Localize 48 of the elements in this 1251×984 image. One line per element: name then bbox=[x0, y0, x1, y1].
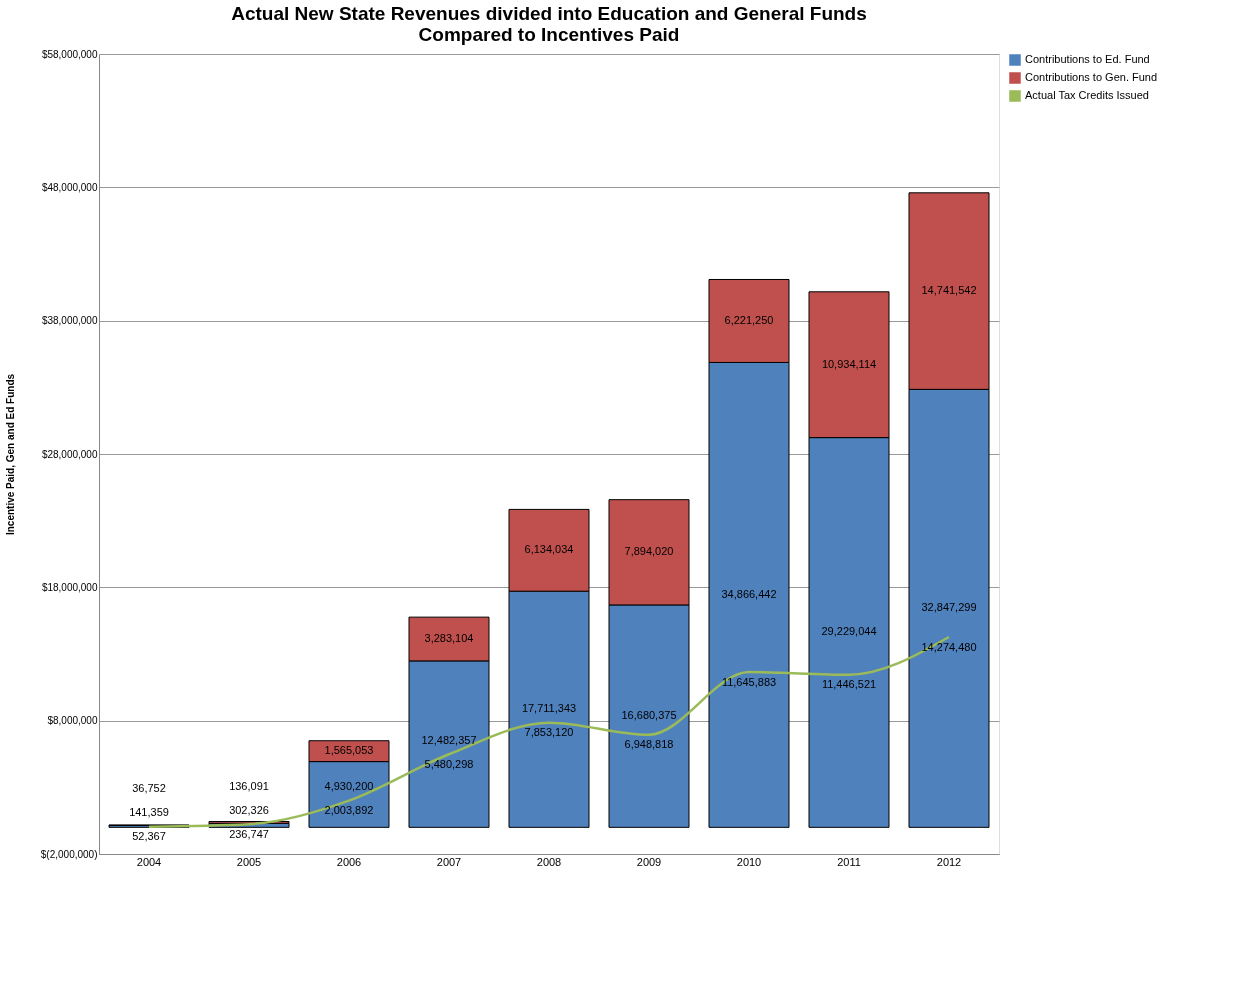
data-label: 5,480,298 bbox=[424, 757, 474, 770]
data-label: 4,930,200 bbox=[324, 780, 374, 793]
y-axis-title: Incentive Paid, Gen and Ed Funds bbox=[4, 373, 16, 536]
x-tick-label: 2010 bbox=[736, 855, 762, 868]
data-label: 1,565,053 bbox=[324, 744, 374, 757]
data-label: 11,645,883 bbox=[721, 675, 777, 688]
legend-label: Contributions to Gen. Fund bbox=[1025, 71, 1158, 83]
x-tick-label: 2011 bbox=[837, 855, 861, 868]
y-tick-label: $48,000,000 bbox=[41, 181, 98, 193]
data-label: 14,274,480 bbox=[921, 640, 977, 653]
data-label: 34,866,442 bbox=[721, 587, 777, 600]
y-tick-label: $8,000,000 bbox=[47, 715, 98, 727]
data-label: 7,853,120 bbox=[524, 726, 574, 739]
y-tick-label: $18,000,000 bbox=[41, 581, 98, 593]
x-tick-label: 2005 bbox=[236, 855, 262, 868]
data-label: 52,367 bbox=[132, 830, 166, 843]
y-tick-label: $58,000,000 bbox=[41, 48, 98, 60]
y-tick-label: $38,000,000 bbox=[41, 315, 98, 327]
data-label: 29,229,044 bbox=[821, 625, 877, 638]
data-label: 7,894,020 bbox=[624, 545, 674, 558]
x-tick-label: 2004 bbox=[136, 855, 162, 868]
legend-label: Contributions to Ed. Fund bbox=[1025, 53, 1150, 65]
data-label: 3,283,104 bbox=[424, 632, 474, 645]
y-tick-label: $(2,000,000) bbox=[40, 848, 98, 860]
data-label: 14,741,542 bbox=[921, 284, 977, 297]
data-label: 32,847,299 bbox=[921, 601, 977, 614]
x-tick-label: 2006 bbox=[336, 855, 362, 868]
x-tick-label: 2007 bbox=[436, 855, 462, 868]
x-tick-label: 2012 bbox=[936, 855, 962, 868]
x-tick-label: 2008 bbox=[536, 855, 562, 868]
data-label: 6,134,034 bbox=[524, 543, 574, 556]
data-label: 11,446,521 bbox=[821, 678, 877, 691]
data-label: 141,359 bbox=[129, 806, 169, 819]
data-label: 17,711,343 bbox=[521, 702, 577, 715]
data-label: 6,221,250 bbox=[724, 313, 774, 326]
legend-label: Actual Tax Credits Issued bbox=[1025, 89, 1149, 101]
data-label: 10,934,114 bbox=[821, 357, 877, 370]
chart-title: Actual New State Revenues divided into Education and General Funds Compared to Incentives Paid bbox=[231, 3, 867, 45]
data-label: 136,091 bbox=[229, 779, 269, 792]
data-label: 36,752 bbox=[132, 782, 166, 795]
data-label: 16,680,375 bbox=[621, 709, 677, 722]
data-label: 236,747 bbox=[229, 827, 269, 840]
y-tick-label: $28,000,000 bbox=[41, 448, 98, 460]
data-label: 6,948,818 bbox=[624, 738, 674, 751]
data-label: 2,003,892 bbox=[324, 804, 374, 817]
data-label: 302,326 bbox=[229, 803, 269, 816]
x-tick-label: 2009 bbox=[636, 855, 662, 868]
data-label: 12,482,357 bbox=[421, 733, 477, 746]
